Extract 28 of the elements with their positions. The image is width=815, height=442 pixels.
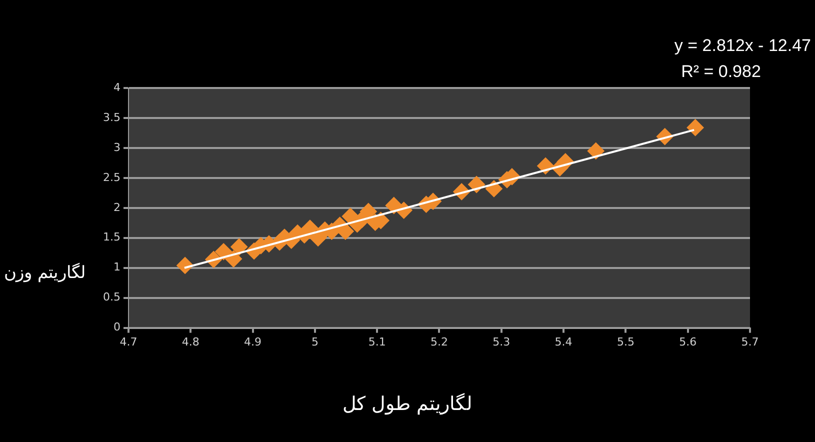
- y-tick-label: 3: [113, 140, 120, 154]
- x-tick-label: 5.6: [679, 335, 697, 348]
- x-tick-label: 5: [311, 335, 318, 348]
- y-tick-label: 0.5: [102, 290, 120, 304]
- x-tick-label: 5.5: [616, 335, 634, 348]
- text: y = 2.812x - 12.47: [673, 36, 811, 56]
- x-tick-label: 5.3: [492, 335, 510, 348]
- text: R² = 0.982: [680, 62, 762, 82]
- y-axis-title: لگاریتم وزن: [4, 262, 86, 283]
- x-tick-label: 4.7: [120, 335, 138, 348]
- point: [587, 142, 604, 160]
- x-tick-label: 5.2: [430, 335, 448, 348]
- point: [230, 238, 248, 256]
- y-tick-label: 4: [113, 80, 120, 94]
- y-tick-label: 2: [113, 200, 120, 214]
- x-axis-title: لگاریتم طول کل: [341, 392, 474, 415]
- x-tick-label: 4.8: [182, 335, 200, 348]
- x-tick-label: 5.4: [554, 335, 572, 348]
- y-tick-label: 0: [113, 320, 120, 334]
- x-tick-label: 5.7: [741, 335, 759, 348]
- y-tick-label: 1.5: [102, 230, 120, 244]
- y-tick-label: 2.5: [102, 170, 120, 184]
- x-tick-label: 4.9: [244, 335, 262, 348]
- point: [686, 119, 704, 136]
- point: [215, 243, 232, 260]
- x-tick-label: 5.1: [368, 335, 386, 348]
- y-tick-label: 1: [113, 260, 120, 274]
- y-tick-label: 3.5: [102, 110, 120, 124]
